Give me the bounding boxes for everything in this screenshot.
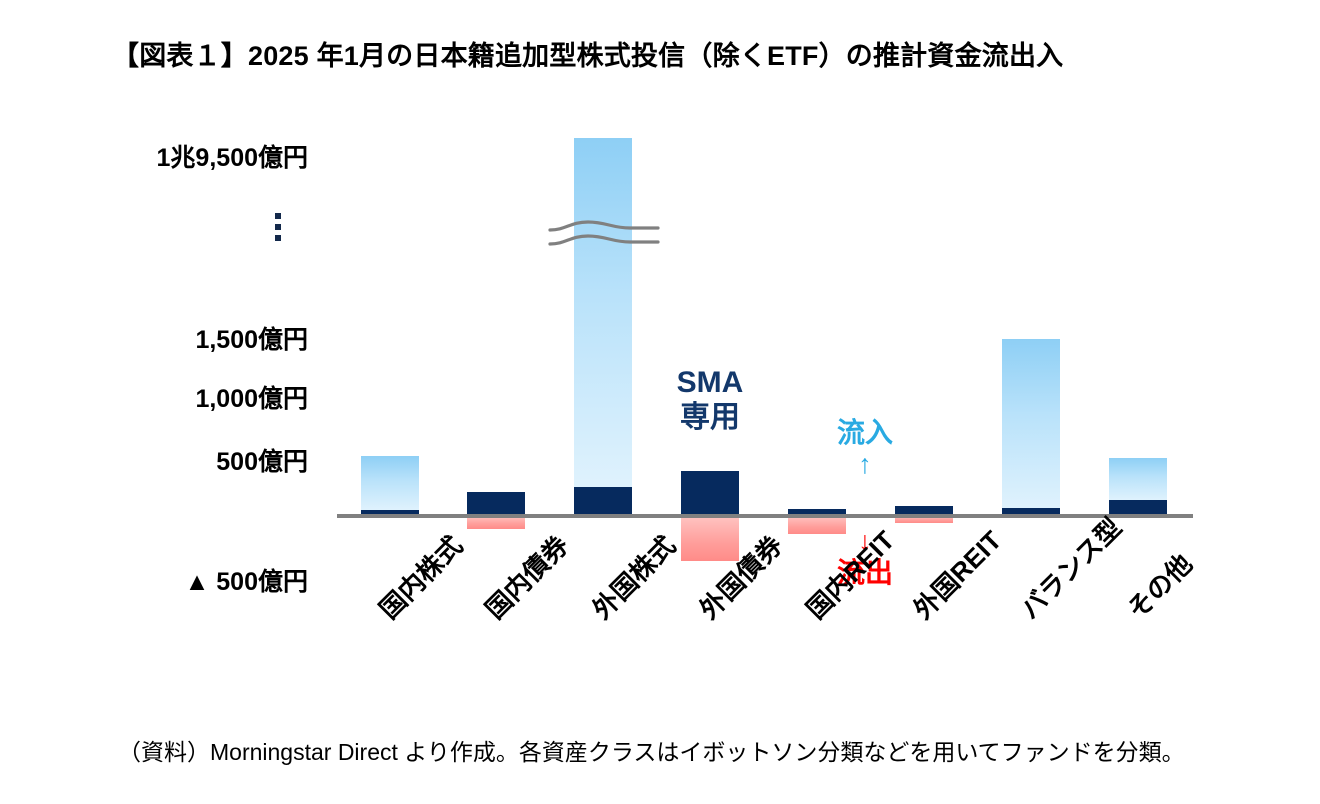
y-axis-break-ellipsis — [248, 208, 308, 246]
bar-segment-inflow — [1002, 339, 1060, 508]
bar-国内株式 — [361, 0, 419, 804]
annotation-inflow: 流入 ↑ — [810, 417, 920, 480]
source-note: （資料）Morningstar Direct より作成。各資産クラスはイボットソ… — [118, 739, 1185, 765]
bar-segment-inflow — [361, 456, 419, 510]
annotation-sma-line1: SMA — [676, 366, 744, 399]
bar-外国REIT — [895, 0, 953, 804]
annotation-sma-line2: 専用 — [680, 401, 740, 435]
bar-segment-sma — [681, 471, 739, 516]
annotation-sma-only: SMA 専用 — [655, 365, 765, 436]
down-arrow-icon: ↓ — [858, 526, 872, 556]
zero-axis-line — [337, 514, 1193, 518]
up-arrow-icon: ↑ — [858, 449, 872, 480]
bar-segment-sma — [574, 487, 632, 516]
bar-segment-inflow — [1109, 458, 1167, 500]
bar-segment-outflow — [467, 516, 525, 529]
annotation-inflow-label: 流入 — [836, 417, 893, 448]
y-axis-label-neg-500: ▲ 500億円 — [184, 568, 308, 596]
bar-segment-sma — [1109, 500, 1167, 516]
annotation-outflow: ↓ 流出 — [810, 526, 920, 589]
y-axis-label-1500: 1,500億円 — [195, 326, 308, 354]
y-axis-label-19500: 1兆9,500億円 — [156, 144, 308, 172]
bar-外国株式 — [574, 0, 632, 804]
bar-segment-sma — [895, 506, 953, 516]
bar-その他 — [1109, 0, 1167, 804]
bar-外国債券 — [681, 0, 739, 804]
bar-segment-sma — [467, 492, 525, 516]
bar-segment-sma — [1002, 508, 1060, 516]
y-axis-label-500: 500億円 — [216, 448, 308, 476]
bar-segment-outflow — [681, 516, 739, 561]
bar-国内REIT — [788, 0, 846, 804]
bar-segment-sma — [788, 509, 846, 516]
bar-segment-outflow — [895, 516, 953, 523]
bar-segment-outflow — [788, 516, 846, 534]
bar-segment-sma — [361, 510, 419, 516]
annotation-outflow-label: 流出 — [836, 557, 893, 589]
bar-国内債券 — [467, 0, 525, 804]
page-title: 【図表１】2025 年1月の日本籍追加型株式投信（除くETF）の推計資金流出入 — [112, 41, 1064, 71]
y-axis-label-1000: 1,000億円 — [195, 385, 308, 413]
bar-バランス型 — [1002, 0, 1060, 804]
bar-segment-inflow — [574, 138, 632, 487]
